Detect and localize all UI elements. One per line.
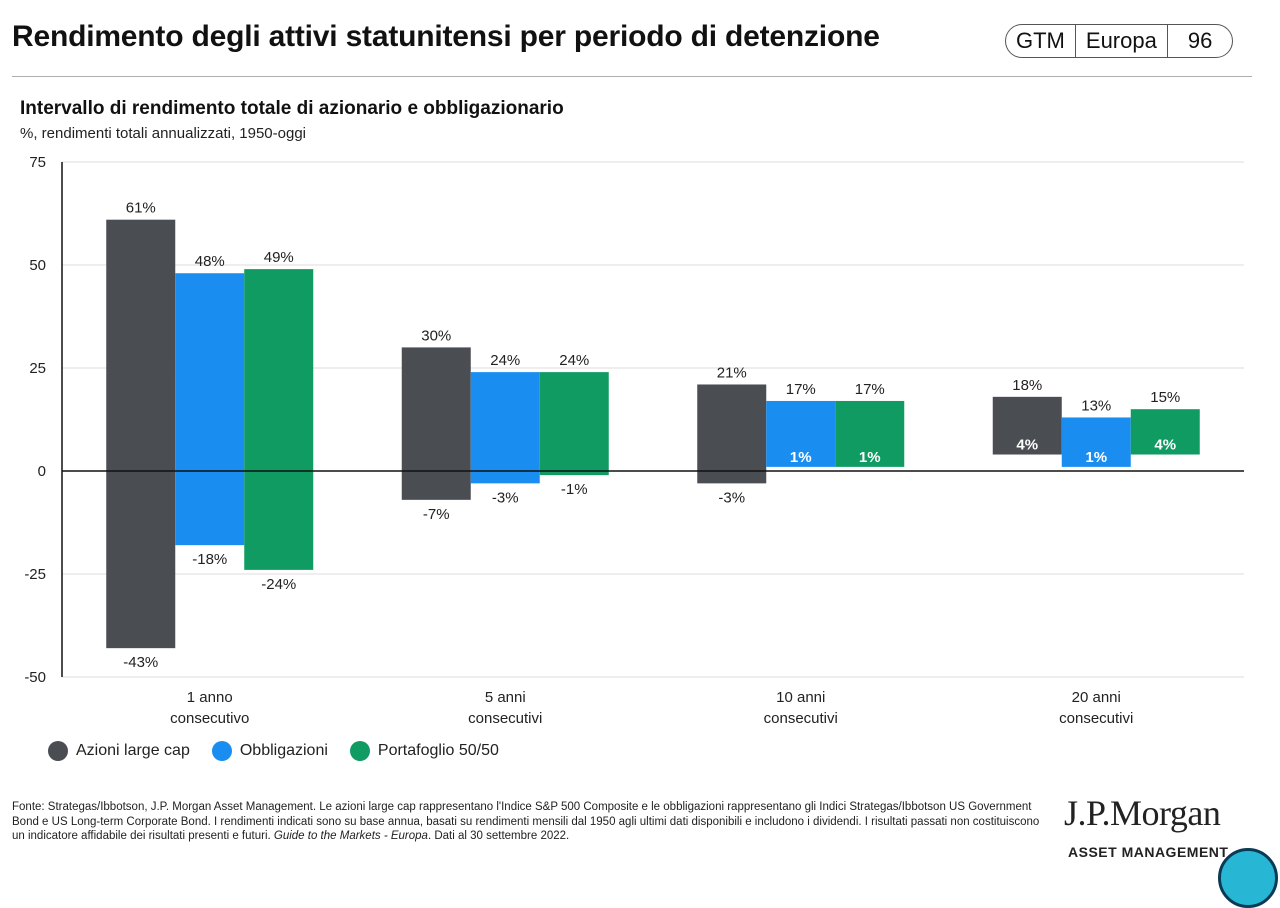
data-label-min: -24% [261,576,296,593]
data-label-min: 4% [1016,437,1038,454]
bar [470,372,540,484]
legend-label-obbligazioni: Obbligazioni [239,742,328,759]
bar [835,400,905,467]
data-label-min: -3% [492,489,519,506]
x-tick-label: 1 anno [187,689,233,706]
legend-swatch-azioni [48,741,68,761]
data-label-min: 1% [1085,449,1107,466]
data-label-max: 49% [264,249,294,266]
jpmorgan-logo: J.P.Morgan [1064,793,1221,833]
bar [697,384,767,484]
data-label-max: 18% [1012,377,1042,394]
bar [106,219,176,649]
y-tick-label: 0 [38,463,46,480]
data-label-min: -3% [718,489,745,506]
data-label-min: -43% [123,654,158,671]
x-tick-label: consecutivo [170,710,249,727]
header-divider [12,76,1252,77]
footnote-text: Fonte: Strategas/Ibbotson, J.P. Morgan A… [12,801,1040,842]
page-number: 96 [1166,25,1232,57]
data-label-min: 1% [859,449,881,466]
bar [175,273,245,546]
legend-label-portafoglio: Portafoglio 50/50 [377,742,499,759]
x-tick-label: 5 anni [485,689,526,706]
bar [401,347,471,500]
legend-label-azioni: Azioni large cap [76,742,190,759]
data-label-max: 15% [1150,389,1180,406]
legend-item-obbligazioni: Obbligazioni [211,741,328,761]
bar [766,400,836,467]
bar [1130,409,1200,455]
y-tick-label: 25 [29,360,46,377]
data-label-max: 17% [786,381,816,398]
bar [539,372,609,476]
footnote-guide: Guide to the Markets - Europa [273,830,428,842]
asset-management-label: ASSET MANAGEMENT [1068,844,1229,860]
legend-item-azioni: Azioni large cap [48,741,190,761]
data-label-max: 21% [717,364,747,381]
gtm-label: GTM [1016,28,1065,53]
bar [1061,417,1131,467]
x-tick-label: 10 anni [776,689,825,706]
region-label: Europa [1074,25,1167,57]
data-label-max: 48% [195,253,225,270]
x-tick-label: consecutivi [1059,710,1133,727]
corner-circle-icon [1218,848,1278,908]
x-tick-label: consecutivi [468,710,542,727]
data-label-max: 24% [559,352,589,369]
data-label-max: 30% [421,327,451,344]
legend-item-portafoglio: Portafoglio 50/50 [349,741,499,761]
y-tick-label: 50 [29,257,46,274]
chart-title: Intervallo di rendimento totale di azion… [20,98,564,119]
data-label-min: -1% [561,481,588,498]
legend-swatch-portafoglio [349,741,370,761]
data-label-max: 24% [490,352,520,369]
source-footnote: Fonte: Strategas/Ibbotson, J.P. Morgan A… [12,800,1042,844]
page-title: Rendimento degli attivi statunitensi per… [12,20,880,53]
x-tick-label: 20 anni [1072,689,1121,706]
y-tick-label: 75 [29,154,46,171]
data-label-min: -7% [423,506,450,523]
y-tick-label: -50 [24,669,46,686]
footnote-date: . Dati al 30 settembre 2022. [427,830,570,842]
chart-subtitle: %, rendimenti totali annualizzati, 1950-… [20,125,307,142]
data-label-min: -18% [192,551,227,568]
range-bar-chart: 75 50 25 0 -25 -50 61% -43% 48% -18% 49% -24% 1 anno… [24,154,1244,727]
data-label-min: 1% [790,449,812,466]
data-label-max: 61% [126,200,156,217]
y-tick-label: -25 [24,566,46,583]
bar [992,396,1062,455]
legend-swatch-obbligazioni [211,741,232,761]
x-tick-label: consecutivi [764,710,838,727]
chart-legend: Azioni large cap Obbligazioni Portafogli… [48,741,499,761]
gtm-page-badge: GTM Europa 96 [1005,24,1234,58]
data-label-max: 17% [855,381,885,398]
data-label-max: 13% [1081,397,1111,414]
data-label-min: 4% [1154,437,1176,454]
bar [244,269,314,570]
